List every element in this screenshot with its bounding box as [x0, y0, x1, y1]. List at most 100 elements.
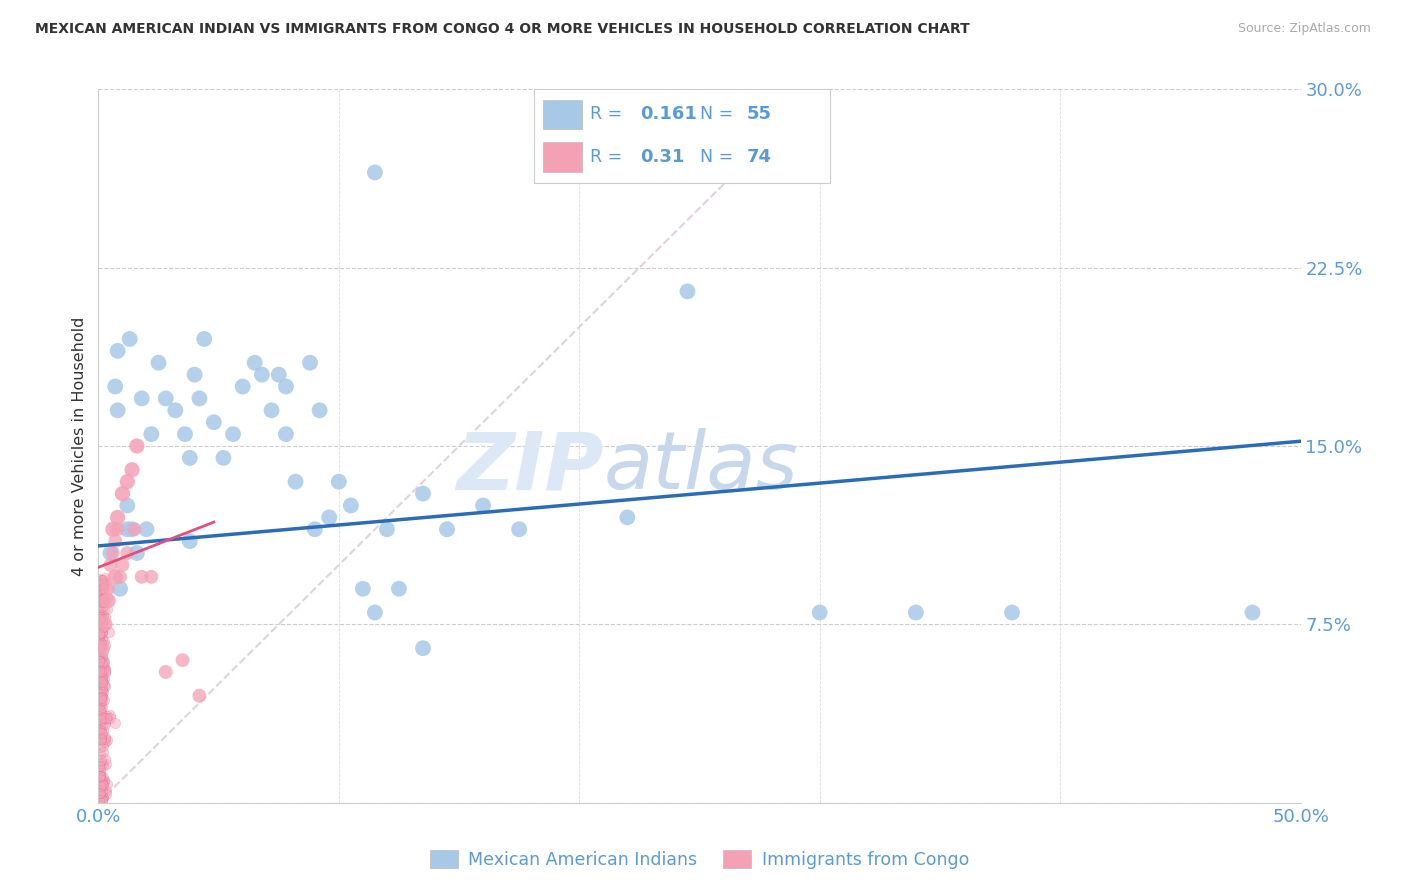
Point [91, 745, 114, 759]
Point [193, 332, 215, 346]
Point [90, 624, 112, 639]
Point [202, 415, 225, 429]
Point [90, 636, 112, 650]
Point [91, 581, 114, 595]
Point [87, 759, 110, 773]
Point [101, 522, 124, 536]
Point [87, 594, 110, 608]
Point [89, 769, 111, 783]
Point [91, 690, 114, 704]
Point [375, 522, 398, 536]
Point [93, 580, 115, 594]
Point [87, 698, 110, 713]
Point [94, 787, 117, 801]
Point [90, 731, 112, 746]
Point [91, 649, 114, 664]
Point [90, 582, 112, 596]
Point [89, 747, 111, 761]
Point [89, 625, 111, 640]
Point [90, 775, 112, 789]
Point [89, 657, 111, 672]
Point [222, 427, 245, 442]
Point [98, 625, 121, 640]
Point [89, 767, 111, 781]
Point [87, 582, 110, 597]
Point [91, 770, 114, 784]
Point [89, 702, 111, 716]
Point [412, 486, 434, 500]
Point [91, 672, 114, 686]
Point [87, 783, 110, 797]
Text: 55: 55 [747, 105, 772, 123]
Point [93, 656, 115, 670]
Point [90, 607, 112, 621]
Point [89, 612, 111, 626]
Point [89, 576, 111, 591]
Point [93, 634, 115, 648]
Point [89, 779, 111, 793]
Point [93, 775, 115, 789]
Point [90, 593, 112, 607]
Point [96, 712, 118, 726]
Point [94, 617, 117, 632]
Point [89, 777, 111, 791]
Point [1001, 606, 1024, 620]
Point [100, 558, 122, 572]
Point [94, 784, 117, 798]
Point [90, 650, 112, 665]
Point [89, 789, 111, 803]
Point [89, 655, 111, 669]
Point [90, 703, 112, 717]
Point [472, 499, 495, 513]
Point [96, 776, 118, 790]
Point [90, 674, 112, 689]
Point [212, 450, 235, 465]
Point [179, 450, 201, 465]
Point [87, 605, 110, 619]
Point [93, 723, 115, 738]
Point [90, 714, 112, 729]
Point [91, 673, 114, 688]
Point [89, 629, 111, 643]
Point [188, 392, 211, 406]
Point [131, 392, 153, 406]
Point [676, 285, 699, 299]
Point [91, 641, 114, 656]
Point [94, 638, 117, 652]
Text: atlas: atlas [603, 428, 799, 507]
Point [135, 522, 157, 536]
Point [284, 475, 307, 489]
Point [87, 572, 110, 586]
Point [93, 575, 115, 590]
Point [117, 499, 139, 513]
Point [91, 656, 114, 670]
Point [90, 791, 112, 805]
Point [90, 726, 112, 740]
Point [107, 343, 129, 358]
Point [91, 632, 114, 646]
Point [108, 570, 131, 584]
Point [91, 782, 114, 797]
Point [148, 356, 170, 370]
Point [87, 626, 110, 640]
Point [89, 793, 111, 807]
Point [93, 732, 115, 747]
Point [91, 739, 114, 754]
Point [87, 616, 110, 631]
Point [93, 734, 115, 748]
Point [125, 546, 148, 560]
Point [108, 582, 131, 596]
Point [93, 609, 115, 624]
Point [121, 463, 143, 477]
Point [91, 657, 114, 671]
Point [90, 753, 112, 767]
Point [87, 760, 110, 774]
Point [188, 689, 211, 703]
Text: MEXICAN AMERICAN INDIAN VS IMMIGRANTS FROM CONGO 4 OR MORE VEHICLES IN HOUSEHOLD: MEXICAN AMERICAN INDIAN VS IMMIGRANTS FR… [35, 22, 970, 37]
Point [89, 578, 111, 592]
Point [89, 788, 111, 802]
Point [107, 403, 129, 417]
Point [90, 780, 112, 794]
Point [89, 641, 111, 656]
Point [90, 777, 112, 791]
